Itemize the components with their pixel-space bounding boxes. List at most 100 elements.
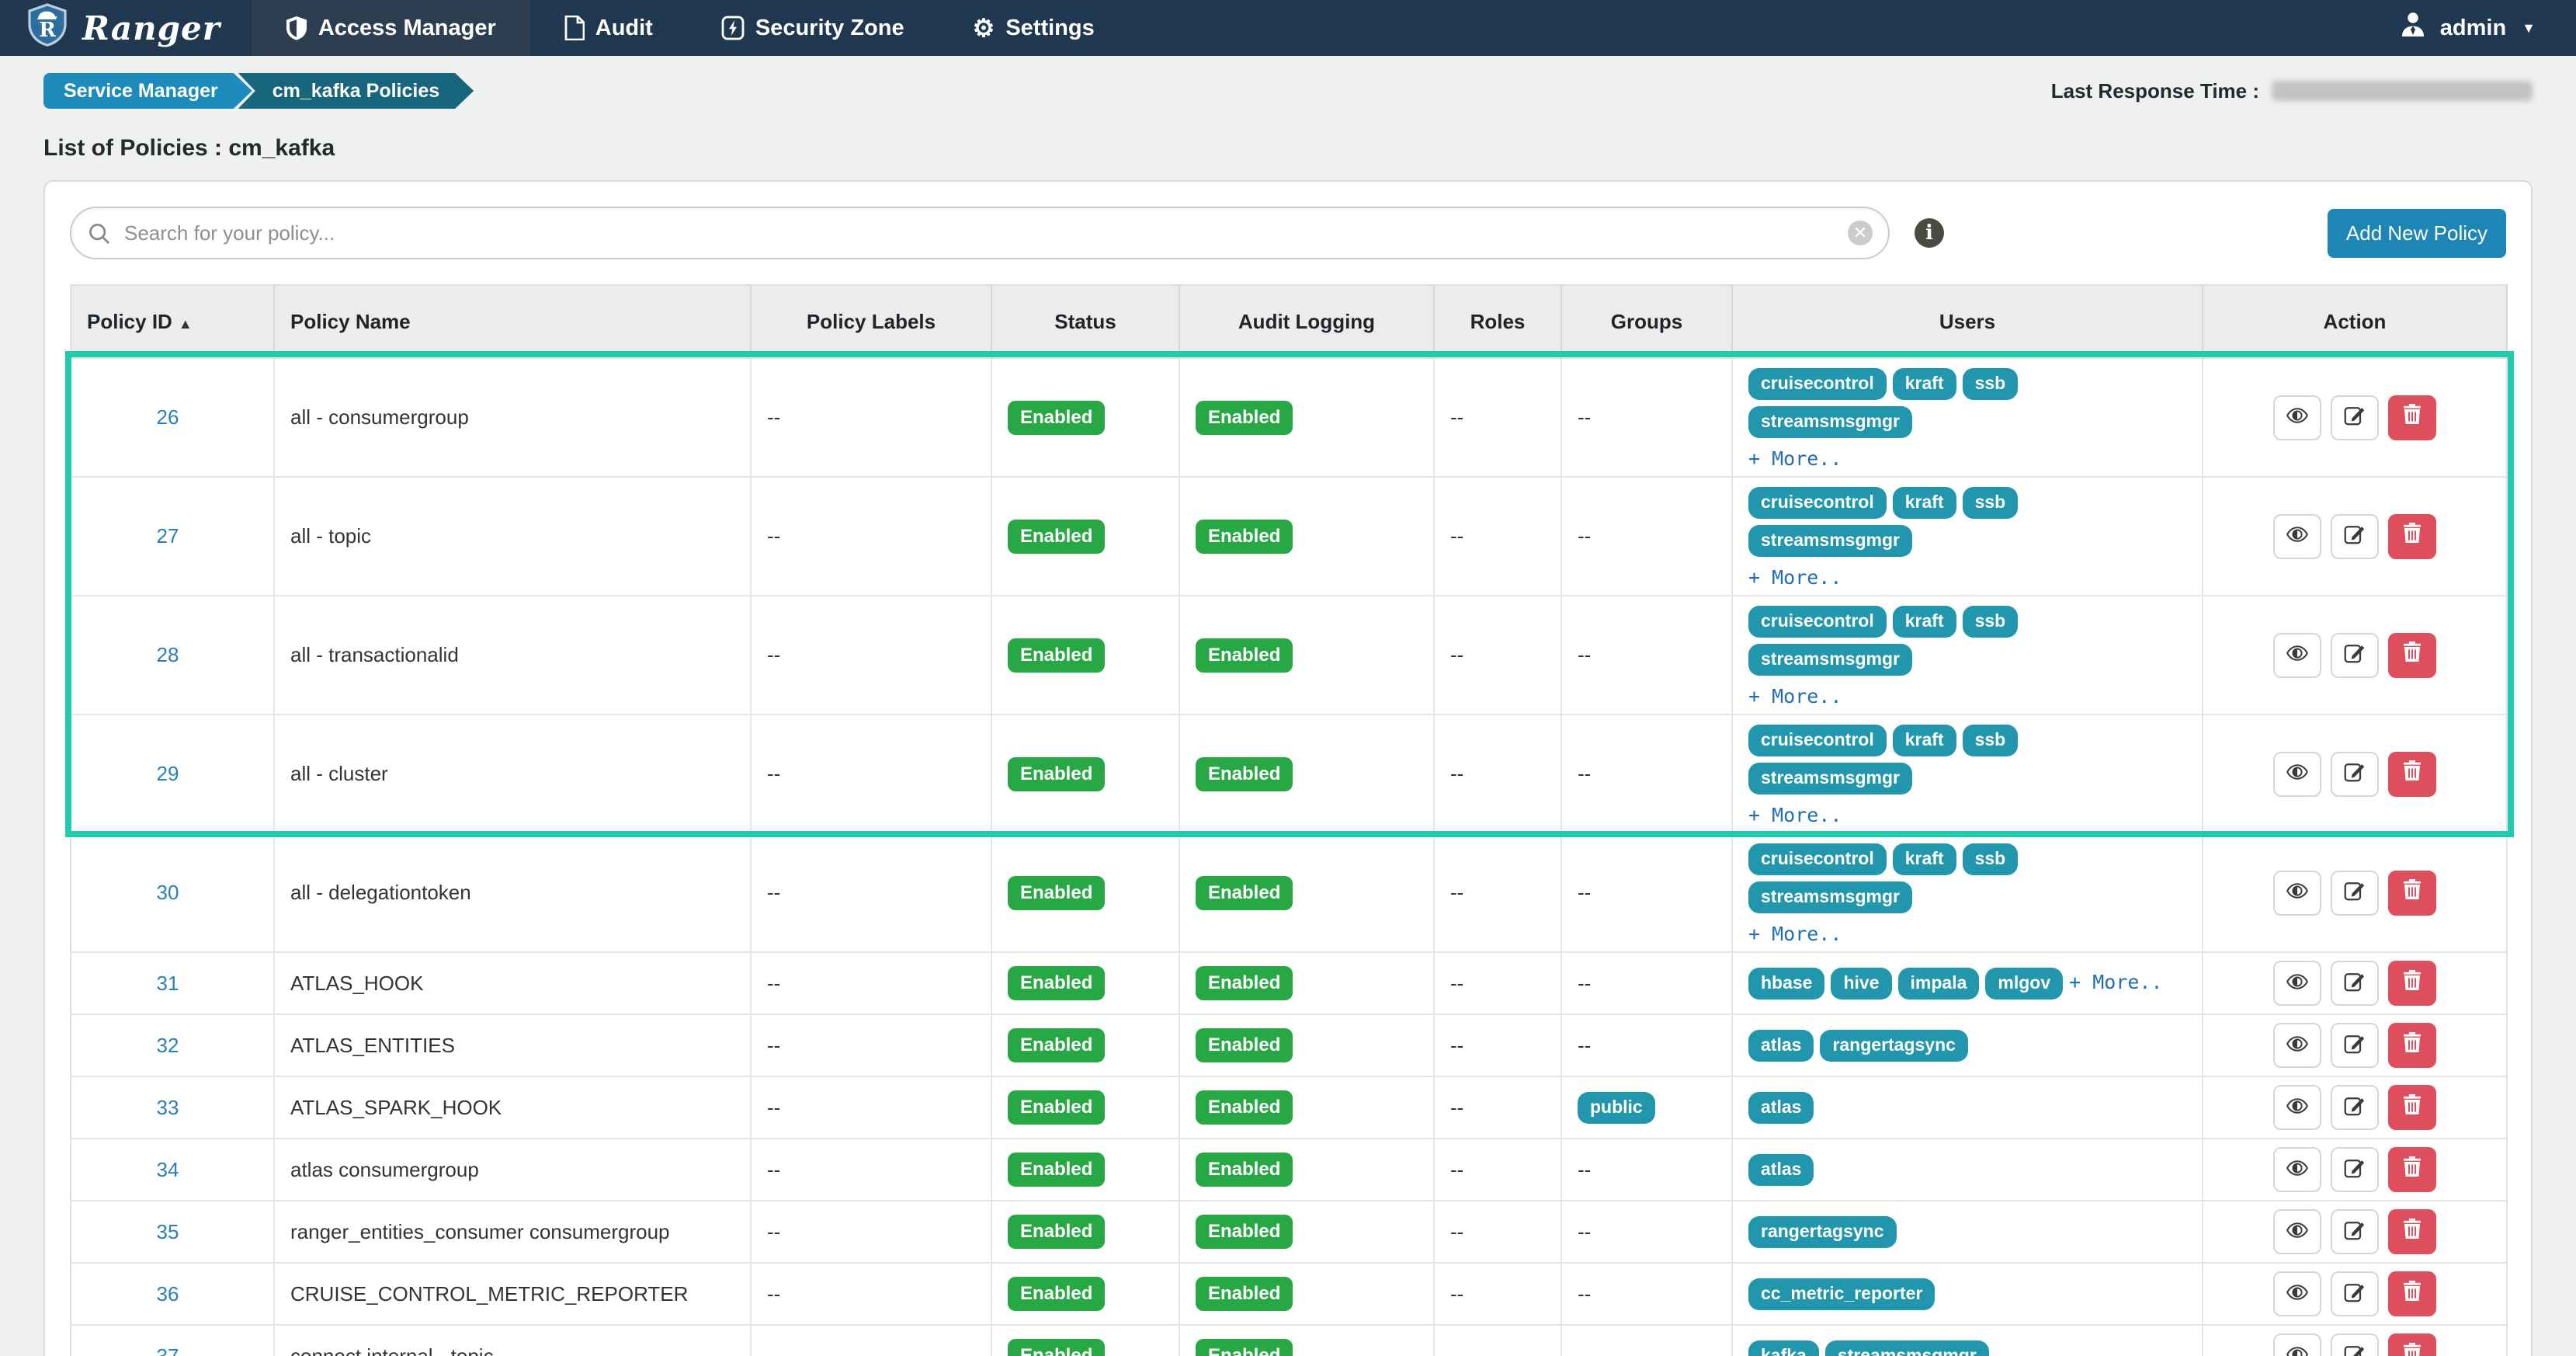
edit-policy-button[interactable] xyxy=(2331,1085,2379,1130)
audit-badge: Enabled xyxy=(1196,1215,1293,1249)
view-policy-button[interactable] xyxy=(2273,752,2321,797)
policy-id-link[interactable]: 37 xyxy=(157,1344,179,1356)
action-cell xyxy=(2203,1139,2507,1201)
status-badge: Enabled xyxy=(1008,1153,1105,1187)
view-policy-button[interactable] xyxy=(2273,1023,2321,1068)
view-policy-button[interactable] xyxy=(2273,633,2321,678)
groups-cell: -- xyxy=(1561,477,1732,596)
nav-item-settings[interactable]: ⚙ Settings xyxy=(939,0,1129,56)
policy-id-link[interactable]: 35 xyxy=(157,1220,179,1243)
policy-id-link[interactable]: 27 xyxy=(157,524,179,548)
view-policy-button[interactable] xyxy=(2273,395,2321,440)
trash-icon xyxy=(2403,523,2422,550)
policy-id-link[interactable]: 26 xyxy=(157,405,179,429)
edit-policy-button[interactable] xyxy=(2331,514,2379,559)
delete-policy-button[interactable] xyxy=(2388,1271,2436,1316)
action-cell xyxy=(2203,596,2507,715)
policy-id-link[interactable]: 30 xyxy=(157,881,179,904)
col-header-groups: Groups xyxy=(1561,285,1732,358)
delete-policy-button[interactable] xyxy=(2388,1209,2436,1254)
policy-id-link[interactable]: 31 xyxy=(157,972,179,995)
groups-cell: -- xyxy=(1561,1139,1732,1201)
user-chip: atlas xyxy=(1748,1154,1814,1186)
delete-policy-button[interactable] xyxy=(2388,1333,2436,1356)
policies-table: Policy ID▲ Policy Name Policy Labels Sta… xyxy=(70,284,2508,1356)
policies-card: ✕ i Add New Policy Policy ID▲ Policy Nam xyxy=(43,180,2533,1356)
users-more-link[interactable]: + More.. xyxy=(1748,685,2192,708)
users-more-link[interactable]: + More.. xyxy=(1748,923,2192,945)
delete-policy-button[interactable] xyxy=(2388,514,2436,559)
edit-policy-button[interactable] xyxy=(2331,1271,2379,1316)
delete-policy-button[interactable] xyxy=(2388,752,2436,797)
user-chip: impala xyxy=(1898,968,1980,1000)
users-more-link[interactable]: + More.. xyxy=(1748,804,2192,826)
add-new-policy-button[interactable]: Add New Policy xyxy=(2328,209,2506,258)
policy-id-link[interactable]: 32 xyxy=(157,1034,179,1057)
nav-item-audit[interactable]: Audit xyxy=(530,0,687,56)
policy-name: CRUISE_CONTROL_METRIC_REPORTER xyxy=(274,1263,751,1325)
view-policy-button[interactable] xyxy=(2273,961,2321,1006)
view-policy-button[interactable] xyxy=(2273,1333,2321,1356)
breadcrumb-service-manager[interactable]: Service Manager xyxy=(43,73,252,109)
user-chip: cruisecontrol xyxy=(1748,725,1887,756)
ranger-brand[interactable]: R Ranger xyxy=(0,0,252,56)
breadcrumb-cm-kafka-policies[interactable]: cm_kafka Policies xyxy=(238,73,474,109)
col-header-policy-id[interactable]: Policy ID▲ xyxy=(71,285,274,358)
delete-policy-button[interactable] xyxy=(2388,1085,2436,1130)
eye-icon xyxy=(2286,1158,2308,1182)
policy-id-link[interactable]: 34 xyxy=(157,1158,179,1181)
edit-policy-button[interactable] xyxy=(2331,1209,2379,1254)
info-icon[interactable]: i xyxy=(1915,218,1944,248)
delete-policy-button[interactable] xyxy=(2388,633,2436,678)
action-cell xyxy=(2203,1014,2507,1076)
roles-cell: -- xyxy=(1434,1201,1561,1263)
delete-policy-button[interactable] xyxy=(2388,871,2436,916)
policy-labels: -- xyxy=(751,715,991,833)
delete-policy-button[interactable] xyxy=(2388,1023,2436,1068)
action-buttons xyxy=(2213,752,2497,797)
edit-policy-button[interactable] xyxy=(2331,1333,2379,1356)
view-policy-button[interactable] xyxy=(2273,1209,2321,1254)
nav-item-security-zone[interactable]: Security Zone xyxy=(687,0,939,56)
view-policy-button[interactable] xyxy=(2273,514,2321,559)
user-menu[interactable]: admin ▼ xyxy=(2383,0,2576,56)
nav-item-access-manager[interactable]: Access Manager xyxy=(252,0,530,56)
edit-policy-button[interactable] xyxy=(2331,961,2379,1006)
search-input[interactable] xyxy=(70,207,1890,259)
edit-policy-button[interactable] xyxy=(2331,871,2379,916)
policy-id-link[interactable]: 29 xyxy=(157,762,179,785)
delete-policy-button[interactable] xyxy=(2388,961,2436,1006)
action-cell xyxy=(2203,1076,2507,1139)
roles-cell: -- xyxy=(1434,1325,1561,1356)
policy-name: ATLAS_HOOK xyxy=(274,952,751,1014)
groups-cell: -- xyxy=(1561,596,1732,715)
edit-policy-button[interactable] xyxy=(2331,1023,2379,1068)
view-policy-button[interactable] xyxy=(2273,1271,2321,1316)
clear-search-icon[interactable]: ✕ xyxy=(1848,221,1873,245)
edit-policy-button[interactable] xyxy=(2331,752,2379,797)
edit-policy-button[interactable] xyxy=(2331,633,2379,678)
user-chip: ssb xyxy=(1963,725,2019,756)
edit-icon xyxy=(2344,970,2366,997)
policy-id-link[interactable]: 28 xyxy=(157,643,179,666)
edit-policy-button[interactable] xyxy=(2331,1147,2379,1192)
edit-policy-button[interactable] xyxy=(2331,395,2379,440)
roles-cell: -- xyxy=(1434,833,1561,952)
delete-policy-button[interactable] xyxy=(2388,395,2436,440)
policy-id-link[interactable]: 36 xyxy=(157,1282,179,1306)
view-policy-button[interactable] xyxy=(2273,1085,2321,1130)
policy-id-link[interactable]: 33 xyxy=(157,1096,179,1119)
delete-policy-button[interactable] xyxy=(2388,1147,2436,1192)
edit-icon xyxy=(2344,641,2366,669)
view-policy-button[interactable] xyxy=(2273,871,2321,916)
users-more-link[interactable]: + More.. xyxy=(2069,971,2162,993)
view-policy-button[interactable] xyxy=(2273,1147,2321,1192)
policy-name: all - transactionalid xyxy=(274,596,751,715)
audit-cell: Enabled xyxy=(1179,1014,1434,1076)
users-more-link[interactable]: + More.. xyxy=(1748,447,2192,470)
edit-icon xyxy=(2344,1094,2366,1121)
users-more-link[interactable]: + More.. xyxy=(1748,566,2192,589)
user-chip: ssb xyxy=(1963,606,2019,638)
